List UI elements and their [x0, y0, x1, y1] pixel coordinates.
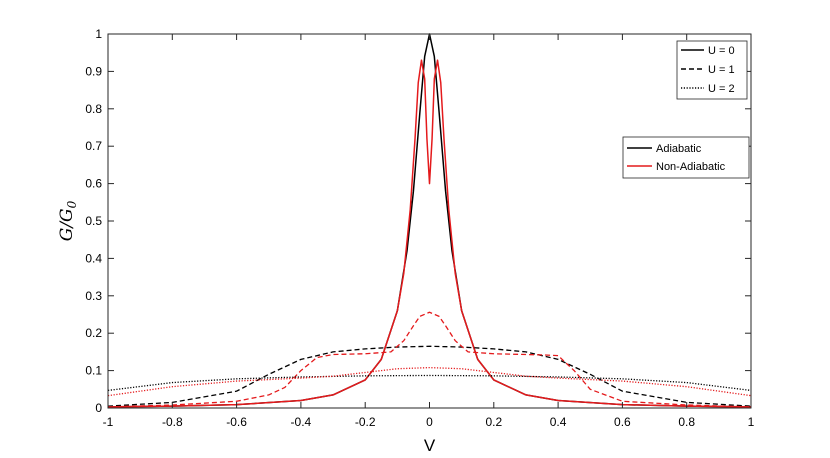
x-tick-label: -0.6 [226, 415, 247, 429]
legend-style-label: U = 0 [708, 45, 735, 57]
plot-area [107, 33, 752, 408]
y-axis-label: G/G0 [57, 200, 79, 241]
series-line-non-adiabatic-u-2 [107, 366, 752, 397]
x-tick-label: -1 [103, 415, 114, 429]
series-line-non-adiabatic-u-0 [107, 59, 752, 408]
legend-regime-label: Adiabatic [656, 143, 702, 155]
legend-regime-label: Non-Adiabatic [656, 161, 726, 173]
x-tick-label: 0 [426, 415, 433, 429]
x-tick-label: 0.4 [550, 415, 567, 429]
series-line-adiabatic-u-2 [107, 374, 752, 392]
y-tick-label: 0.9 [85, 64, 102, 78]
x-tick-label: -0.2 [355, 415, 376, 429]
y-tick-label: 0.2 [85, 326, 102, 340]
x-tick-label: -0.8 [162, 415, 183, 429]
legend-regimes-box [622, 136, 750, 179]
y-tick-label: 0.6 [85, 177, 102, 191]
y-tick-label: 0.5 [85, 214, 102, 228]
y-tick-label: 0.8 [85, 102, 102, 116]
y-axis-label-subscript: 0 [65, 200, 79, 208]
y-tick-label: 0.3 [85, 289, 102, 303]
y-axis-label-main: G/G [57, 208, 77, 241]
x-tick-label: 0.8 [678, 415, 695, 429]
y-tick-label: 0.7 [85, 139, 102, 153]
legend-style-label: U = 2 [708, 83, 735, 95]
legend-style-label: U = 1 [708, 64, 735, 76]
x-tick-label: 0.6 [614, 415, 631, 429]
series-line-adiabatic-u-1 [107, 345, 752, 407]
y-tick-label: 0.4 [85, 251, 102, 265]
y-tick-label: 0 [95, 401, 102, 415]
x-tick-label: -0.4 [291, 415, 312, 429]
x-tick-label: 1 [748, 415, 755, 429]
y-tick-label: 0.1 [85, 364, 102, 378]
plot-frame [107, 33, 752, 409]
x-axis-label: V [424, 436, 436, 455]
legend-regimes: Adiabatic Non-Adiabatic [622, 136, 750, 179]
legend-line-styles: U = 0 U = 1 U = 2 [676, 40, 748, 100]
x-tick-label: 0.2 [485, 415, 502, 429]
axis-ticks: -1 -0.8 -0.6 -0.4 -0.2 0 0.2 0.4 0.6 0.8 1 0 0.1 0.2 0… [85, 27, 754, 429]
y-tick-label: 1 [95, 27, 102, 41]
series-line-non-adiabatic-u-1 [107, 311, 752, 408]
